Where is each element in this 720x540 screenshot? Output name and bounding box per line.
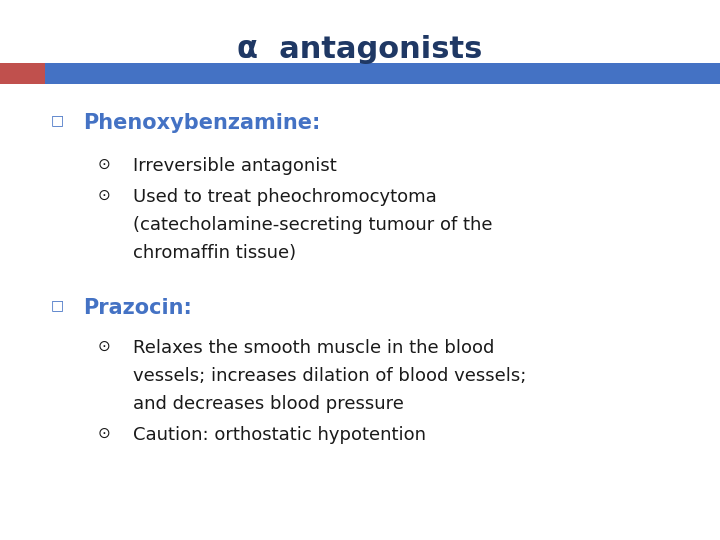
Text: Irreversible antagonist: Irreversible antagonist (133, 157, 337, 174)
Text: vessels; increases dilation of blood vessels;: vessels; increases dilation of blood ves… (133, 367, 526, 384)
Text: Prazocin:: Prazocin: (83, 298, 192, 318)
Text: ⊙: ⊙ (97, 188, 110, 203)
Text: □: □ (50, 298, 63, 312)
Text: Phenoxybenzamine:: Phenoxybenzamine: (83, 113, 320, 133)
Text: ⊙: ⊙ (97, 157, 110, 172)
Text: α  antagonists: α antagonists (238, 35, 482, 64)
Bar (0, 63, 45, 84)
Text: and decreases blood pressure: and decreases blood pressure (133, 395, 404, 413)
Text: chromaffin tissue): chromaffin tissue) (133, 244, 297, 262)
Text: Used to treat pheochromocytoma: Used to treat pheochromocytoma (133, 188, 437, 206)
Text: ⊙: ⊙ (97, 426, 110, 441)
Text: Relaxes the smooth muscle in the blood: Relaxes the smooth muscle in the blood (133, 339, 495, 356)
Text: ⊙: ⊙ (97, 339, 110, 354)
Text: □: □ (50, 113, 63, 127)
Text: (catecholamine-secreting tumour of the: (catecholamine-secreting tumour of the (133, 216, 492, 234)
Text: Caution: orthostatic hypotention: Caution: orthostatic hypotention (133, 426, 426, 443)
Bar (45, 63, 720, 84)
